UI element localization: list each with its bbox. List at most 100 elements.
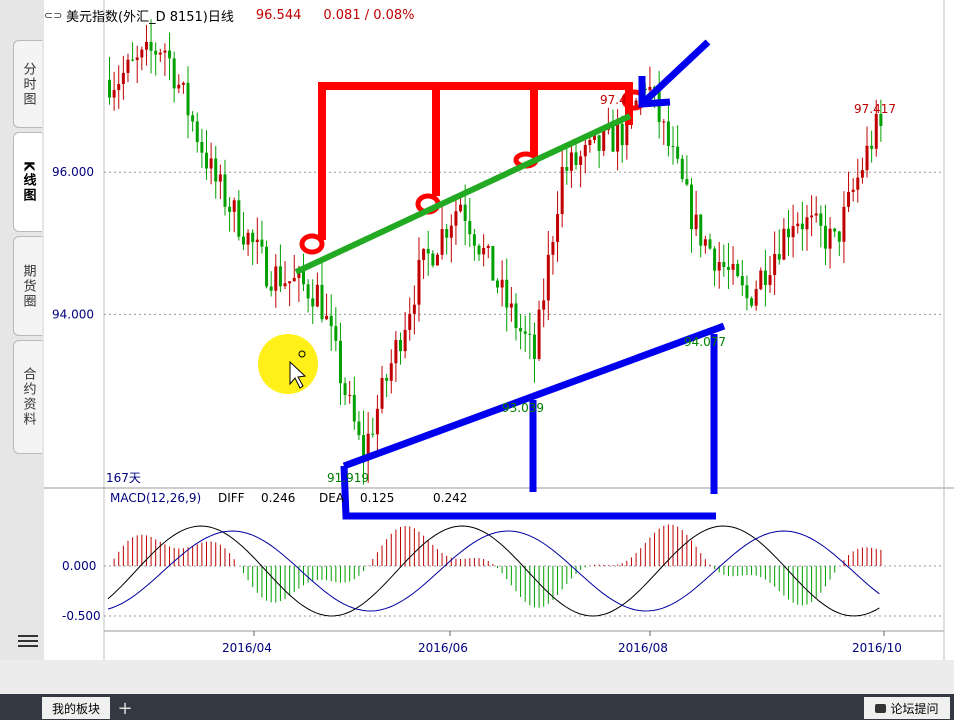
candle-body [163, 50, 167, 53]
tab-kline[interactable]: K线图 [13, 132, 42, 232]
price-tick-label: 94.000 [52, 307, 94, 321]
glasses-icon[interactable]: ⊂⊃ [44, 8, 63, 22]
candle-body [680, 158, 684, 180]
add-tab-button[interactable]: + [117, 697, 133, 719]
candle-body [445, 229, 449, 238]
candle-body [200, 142, 204, 153]
peak-annotation: 97.4 [600, 93, 627, 107]
candle-body [814, 213, 818, 216]
candle-body [117, 83, 121, 91]
candle-body [546, 254, 550, 301]
candle-body [565, 167, 569, 171]
dea-label: DEA [319, 491, 345, 505]
candle-body [209, 158, 213, 169]
candle-body [611, 125, 615, 152]
green-trendline [294, 113, 632, 275]
candle-body [810, 215, 814, 218]
tab-futures-circle[interactable]: 期货圈 [13, 236, 42, 336]
candle-body [851, 189, 855, 192]
candle-body [754, 289, 758, 306]
tab-kline-label: K线图 [20, 160, 36, 204]
candle-body [782, 228, 786, 260]
candle-body [255, 239, 259, 243]
forum-question-label: 论坛提问 [890, 701, 939, 716]
candle-body [158, 52, 162, 55]
candle-body [662, 121, 666, 123]
candle-body [149, 41, 153, 51]
candle-body [773, 254, 777, 276]
candle-body [717, 262, 721, 271]
candle-body [556, 214, 560, 243]
candle-body [537, 309, 541, 359]
tab-intraday[interactable]: 分时图 [13, 40, 42, 128]
candle-body [625, 110, 629, 146]
candle-body [454, 211, 458, 226]
candle-body [759, 270, 763, 290]
candle-body [805, 217, 809, 230]
forum-question-button[interactable]: 论坛提问 [864, 697, 950, 719]
candle-body [542, 300, 546, 310]
candle-body [856, 177, 860, 190]
candle-body [195, 121, 199, 143]
candle-body [417, 259, 421, 305]
dea-value: 0.125 [360, 491, 395, 505]
chat-icon [875, 703, 887, 713]
chart-area[interactable]: 96.000 94.000 0.000 -0.500 2016/04 2016/06 2… [44, 0, 954, 660]
candle-body [177, 84, 181, 89]
candle-body [306, 284, 310, 299]
candle-body [288, 281, 292, 284]
hand-drawn-annotations [258, 39, 726, 520]
candle-body [482, 247, 486, 255]
candle-body [722, 262, 726, 267]
tab-contract-info[interactable]: 合约资料 [13, 340, 42, 454]
cursor-highlight [258, 334, 318, 394]
bottom-strip [0, 694, 954, 720]
blue-arrow-head [638, 76, 671, 108]
candle-body [278, 266, 282, 287]
chart-canvas[interactable]: 96.000 94.000 0.000 -0.500 2016/04 2016/06 2… [44, 0, 954, 660]
diff-value: 0.246 [261, 491, 296, 505]
candle-body [486, 246, 490, 248]
candle-body [800, 223, 804, 230]
candle-body [500, 279, 504, 288]
candle-body [763, 270, 767, 285]
period-label: 167天 [106, 471, 141, 485]
candle-body [246, 232, 250, 245]
candle-body [112, 90, 116, 98]
my-sector-tab[interactable]: 我的板块 [42, 697, 110, 719]
candle-body [449, 225, 453, 238]
candle-body [223, 174, 227, 207]
candle-body [509, 303, 513, 308]
red-circle-marker [299, 233, 325, 255]
candle-body [426, 248, 430, 254]
candle-body [325, 315, 329, 320]
candle-body [343, 383, 347, 396]
date-tick-label: 2016/06 [418, 641, 468, 655]
candle-body [833, 228, 837, 232]
candle-body [620, 123, 624, 146]
candle-body [472, 234, 476, 246]
macd-label: MACD(12,26,9) [110, 491, 202, 505]
date-tick-label: 2016/10 [852, 641, 902, 655]
candle-body [657, 90, 661, 123]
blue-trendline [342, 322, 726, 470]
candle-body [311, 298, 315, 307]
candle-body [394, 339, 398, 364]
date-tick-label: 2016/04 [222, 641, 272, 655]
candle-body [399, 339, 402, 352]
high-annotation: 97.417 [854, 102, 896, 116]
candle-body [144, 41, 148, 50]
candle-body [588, 139, 592, 145]
candle-body [694, 214, 698, 230]
candle-body [468, 221, 472, 235]
price-change: 0.081 / 0.08% [323, 7, 415, 23]
candle-body [551, 242, 555, 255]
candle-body [302, 270, 305, 285]
red-bracket-line [318, 82, 633, 135]
candle-body [191, 115, 195, 122]
candle-body [703, 239, 707, 246]
candle-body [338, 340, 342, 384]
list-menu-icon[interactable] [18, 632, 38, 650]
candle-body [491, 246, 495, 281]
